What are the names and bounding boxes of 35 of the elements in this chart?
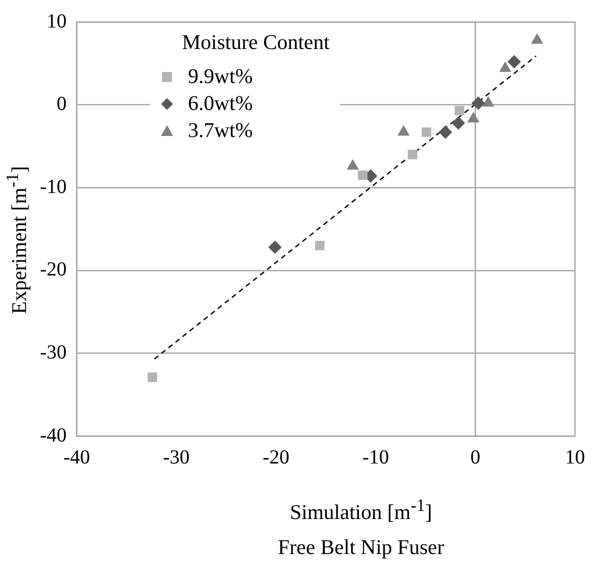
x-tick-label: -20 (262, 446, 290, 468)
y-tick-label: -30 (40, 341, 67, 364)
legend-label: 6.0wt% (188, 90, 253, 117)
point (508, 55, 521, 68)
point (472, 96, 485, 110)
point (454, 106, 464, 116)
point (315, 240, 325, 250)
point (468, 112, 480, 122)
x-tick-label: -40 (63, 446, 90, 468)
legend-title: Moisture Content (182, 30, 330, 55)
x-tick-label: 10 (565, 446, 585, 468)
point (422, 127, 432, 137)
point (482, 96, 494, 107)
point (531, 34, 543, 44)
point (438, 126, 452, 139)
y-tick-label: -10 (40, 176, 67, 198)
x-tick-label: 0 (470, 446, 480, 468)
point (268, 240, 282, 254)
point (500, 62, 511, 72)
point (398, 126, 410, 136)
point (408, 150, 418, 160)
text: Free Belt Nip Fuser (276, 535, 446, 560)
point (452, 116, 465, 130)
point (347, 160, 358, 170)
point (358, 170, 368, 180)
x-tick-label: -30 (162, 446, 190, 468)
legend-label: 9.9wt% (188, 63, 253, 90)
y-tick-label: -20 (40, 258, 67, 281)
point (148, 372, 158, 382)
y-tick-label: 10 (46, 10, 67, 32)
y-tick-label: 0 (56, 93, 67, 116)
x-tick-label: -10 (362, 446, 389, 468)
y-tick-label: -40 (40, 424, 67, 446)
legend-label: 3.7wt% (188, 117, 253, 144)
x-axis-title: Simulation [m$^{-1}$] (288, 495, 434, 525)
